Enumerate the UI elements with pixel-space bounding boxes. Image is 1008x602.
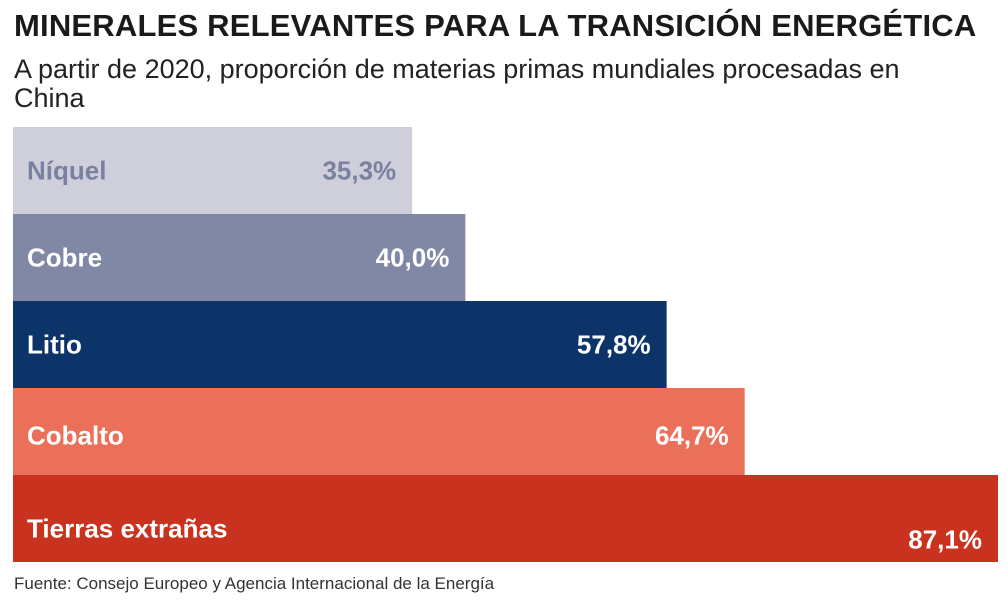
category-label-1: Cobre — [27, 243, 102, 273]
source-note: Fuente: Consejo Europeo y Agencia Intern… — [14, 574, 495, 593]
chart-subtitle: A partir de 2020, proporción de materias… — [14, 54, 900, 113]
value-label-2: 57,8% — [577, 330, 651, 360]
value-label-4: 87,1% — [908, 525, 982, 555]
category-label-0: Níquel — [27, 156, 106, 186]
value-label-0: 35,3% — [322, 156, 396, 186]
category-label-4: Tierras extrañas — [27, 514, 227, 544]
bar-1 — [13, 214, 466, 301]
value-label-3: 64,7% — [655, 421, 729, 451]
bar-0 — [13, 127, 413, 214]
value-label-1: 40,0% — [376, 243, 450, 273]
category-label-2: Litio — [27, 330, 82, 360]
bar-3 — [13, 388, 745, 475]
bar-4 — [13, 475, 998, 562]
chart-title: MINERALES RELEVANTES PARA LA TRANSICIÓN … — [14, 8, 977, 43]
category-label-3: Cobalto — [27, 421, 124, 451]
bar-2 — [13, 301, 667, 388]
